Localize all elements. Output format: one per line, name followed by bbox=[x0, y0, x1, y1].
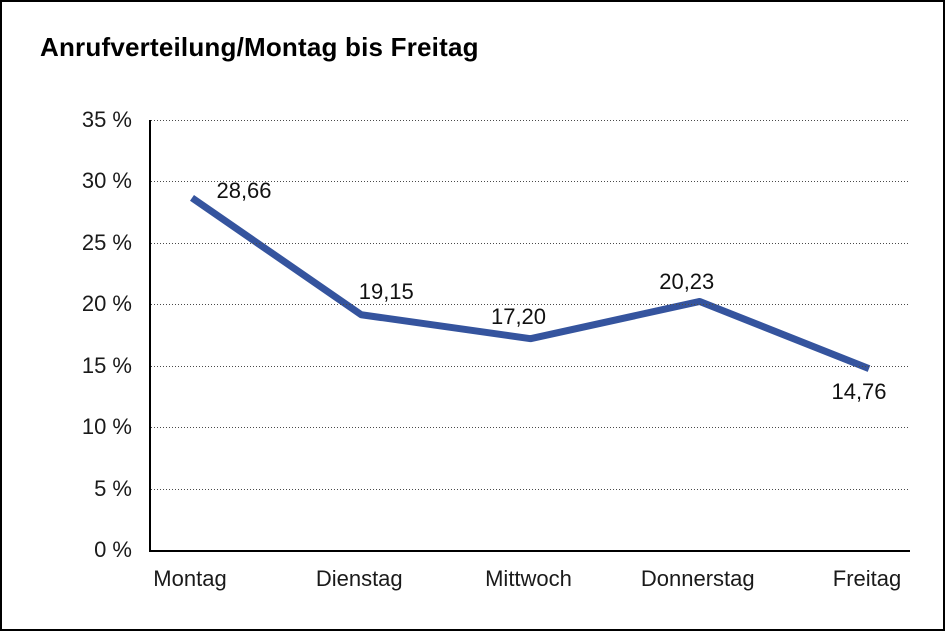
y-axis-label: 25 % bbox=[81, 229, 132, 255]
y-axis-label: 0 % bbox=[94, 537, 132, 562]
gridline-5 bbox=[151, 488, 910, 490]
gridline-15 bbox=[151, 365, 910, 367]
x-axis-label-donnerstag: Donnerstag bbox=[640, 566, 755, 591]
y-axis-label: 30 % bbox=[81, 168, 132, 194]
y-axis-label: 10 % bbox=[81, 414, 132, 440]
x-axis-label-montag: Montag bbox=[153, 566, 227, 591]
chart-title: Anrufverteilung/Montag bis Freitag bbox=[40, 32, 479, 62]
gridline-20 bbox=[151, 304, 910, 306]
gridline-35 bbox=[151, 120, 910, 121]
y-axis-label: 5 % bbox=[94, 475, 132, 501]
data-point-label: 28,66 bbox=[216, 177, 272, 203]
x-axis-label-mittwoch: Mittwoch bbox=[485, 566, 572, 591]
gridline-25 bbox=[151, 242, 910, 244]
x-axis-label-freitag: Freitag bbox=[832, 566, 902, 591]
gridline-10 bbox=[151, 427, 910, 429]
x-axis-label-dienstag: Dienstag bbox=[315, 566, 403, 591]
y-axis-label: 20 % bbox=[81, 291, 132, 317]
gridline-30 bbox=[151, 181, 910, 183]
data-point-label: 20,23 bbox=[659, 269, 715, 295]
data-line bbox=[190, 195, 871, 372]
data-point-label: 19,15 bbox=[358, 278, 414, 304]
data-point-label: 17,20 bbox=[490, 303, 547, 329]
plot-area: 28,66 19,15 17,20 20,23 14,76 bbox=[149, 120, 910, 552]
y-axis-label: 35 % bbox=[81, 107, 132, 132]
y-axis-label: 15 % bbox=[81, 352, 132, 378]
data-point-label: 14,76 bbox=[831, 378, 887, 404]
